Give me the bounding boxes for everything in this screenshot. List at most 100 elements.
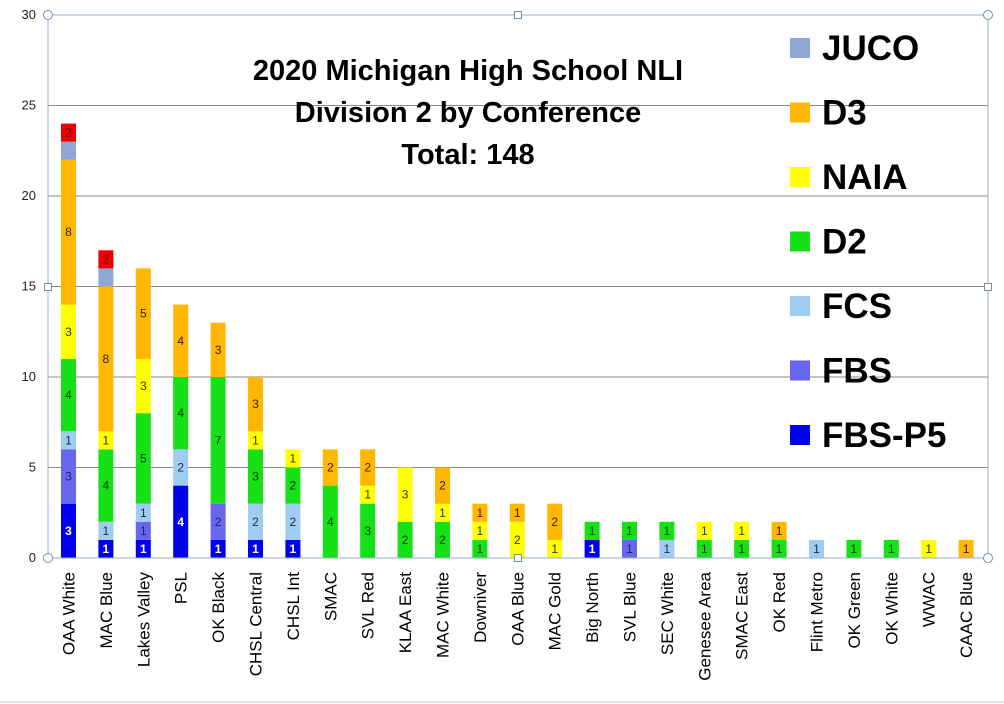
x-tick-label: SVL Red [359, 572, 378, 639]
bar-segment [435, 467, 450, 504]
data-label: 1 [925, 542, 932, 556]
data-label: 2 [215, 515, 222, 529]
bar-segment [248, 539, 263, 558]
resize-handle[interactable] [44, 283, 52, 291]
data-label: 1 [851, 542, 858, 556]
bar-segment [135, 521, 151, 540]
data-label: 5 [140, 451, 147, 465]
bar-stack: 11 [584, 521, 600, 558]
legend-label: D3 [822, 94, 867, 133]
resize-handle[interactable] [514, 11, 522, 19]
data-label: 1 [252, 542, 259, 556]
bar-segment [173, 377, 189, 450]
legend-swatch [790, 360, 810, 381]
data-label: 1 [65, 433, 72, 447]
resize-handle[interactable] [984, 283, 992, 291]
bar-stack: 1 [921, 539, 937, 558]
bar-segment [61, 159, 76, 305]
x-tick-label: OAA Blue [508, 572, 527, 646]
data-label: 2 [364, 461, 371, 475]
data-label: 1 [888, 542, 895, 556]
data-label: 2 [290, 515, 297, 529]
data-label: 2 [551, 515, 558, 529]
bar-segment [61, 503, 76, 558]
bar-segment [98, 521, 114, 540]
bar-stack: 1 1 1 5 3 5 [135, 268, 151, 558]
bar-segment [883, 539, 899, 558]
data-label: 2 [252, 515, 259, 529]
data-label: 1 [252, 433, 259, 447]
data-label: 1 [738, 524, 745, 538]
bar-segment [771, 521, 787, 540]
resize-handle[interactable] [43, 10, 53, 20]
title-line: Division 2 by Conference [295, 97, 642, 129]
data-label: 1 [290, 542, 297, 556]
bar-segment [135, 358, 151, 414]
bar-stack: 1 [883, 539, 899, 558]
legend-swatch [790, 425, 810, 445]
x-tick-label: MAC Blue [97, 572, 116, 649]
x-tick-label: SVL Blue [621, 572, 640, 642]
legend-swatch [790, 167, 810, 187]
bar-segment [397, 521, 413, 558]
title-line: 2020 Michigan High School NLI [253, 55, 683, 87]
bar-segment [173, 304, 189, 377]
bar-segment [958, 539, 974, 558]
bar-segment [360, 449, 376, 486]
legend-label: FCS [822, 287, 892, 326]
data-label: 1 [589, 524, 596, 538]
legend-label: JUCO [822, 29, 919, 68]
bar-stack: 1 1 4 1 8 2 [98, 250, 114, 558]
data-label: 3 [65, 470, 72, 484]
bar-segment [210, 503, 226, 540]
bar-segment [622, 521, 637, 540]
x-tick-label: Downiver [471, 572, 490, 643]
bar-stack: 21 [509, 503, 525, 558]
data-label: 1 [813, 542, 820, 556]
selection-frame [0, 10, 1004, 703]
bar-segment [472, 503, 488, 522]
x-tick-label: OK White [882, 572, 901, 645]
bar-segment [135, 413, 151, 504]
data-label: 1 [701, 542, 708, 556]
data-label: 1 [963, 542, 970, 556]
y-tick-label: 30 [22, 7, 36, 22]
x-tick-label: CHSL Int [284, 572, 303, 641]
data-label: 1 [701, 524, 708, 538]
bar-segment [135, 268, 151, 359]
bar-stack: 11 [696, 521, 712, 558]
bar-stack: 3 1 2 [360, 449, 376, 558]
x-tick-label: SMAC [321, 572, 340, 621]
data-label: 1 [290, 451, 297, 465]
bar-segment [547, 503, 563, 540]
resize-handle[interactable] [983, 10, 993, 20]
legend-label: FBS-P5 [822, 416, 946, 455]
bar-stack: 12 [547, 503, 563, 558]
bar-segment [435, 503, 450, 522]
legend-swatch [790, 38, 810, 58]
data-label: 2 [402, 533, 409, 547]
bar-segment [322, 449, 338, 486]
bar-stack: 1 [958, 539, 974, 558]
bar-segment [285, 467, 301, 504]
x-tick-label: Lakes Valley [134, 572, 153, 668]
x-tick-label: SEC White [658, 572, 677, 655]
bar-segment [509, 503, 525, 522]
bar-segment [61, 123, 76, 142]
data-label: 1 [215, 542, 222, 556]
data-label: 2 [290, 479, 297, 493]
bar-segment [248, 503, 263, 540]
data-label: 1 [776, 542, 783, 556]
data-label: 8 [103, 352, 110, 366]
bar-stack: 1 [809, 539, 824, 558]
resize-handle[interactable] [514, 554, 522, 562]
bar-segment [659, 539, 675, 558]
resize-handle[interactable] [983, 553, 993, 563]
data-label: 2 [439, 479, 446, 493]
data-label: 7 [215, 433, 222, 447]
bar-segment [61, 449, 76, 504]
x-tick-label: OK Green [845, 572, 864, 649]
y-tick-label: 20 [22, 188, 36, 203]
bar-stack: 1 2 2 1 [285, 449, 301, 558]
resize-handle[interactable] [43, 553, 53, 563]
